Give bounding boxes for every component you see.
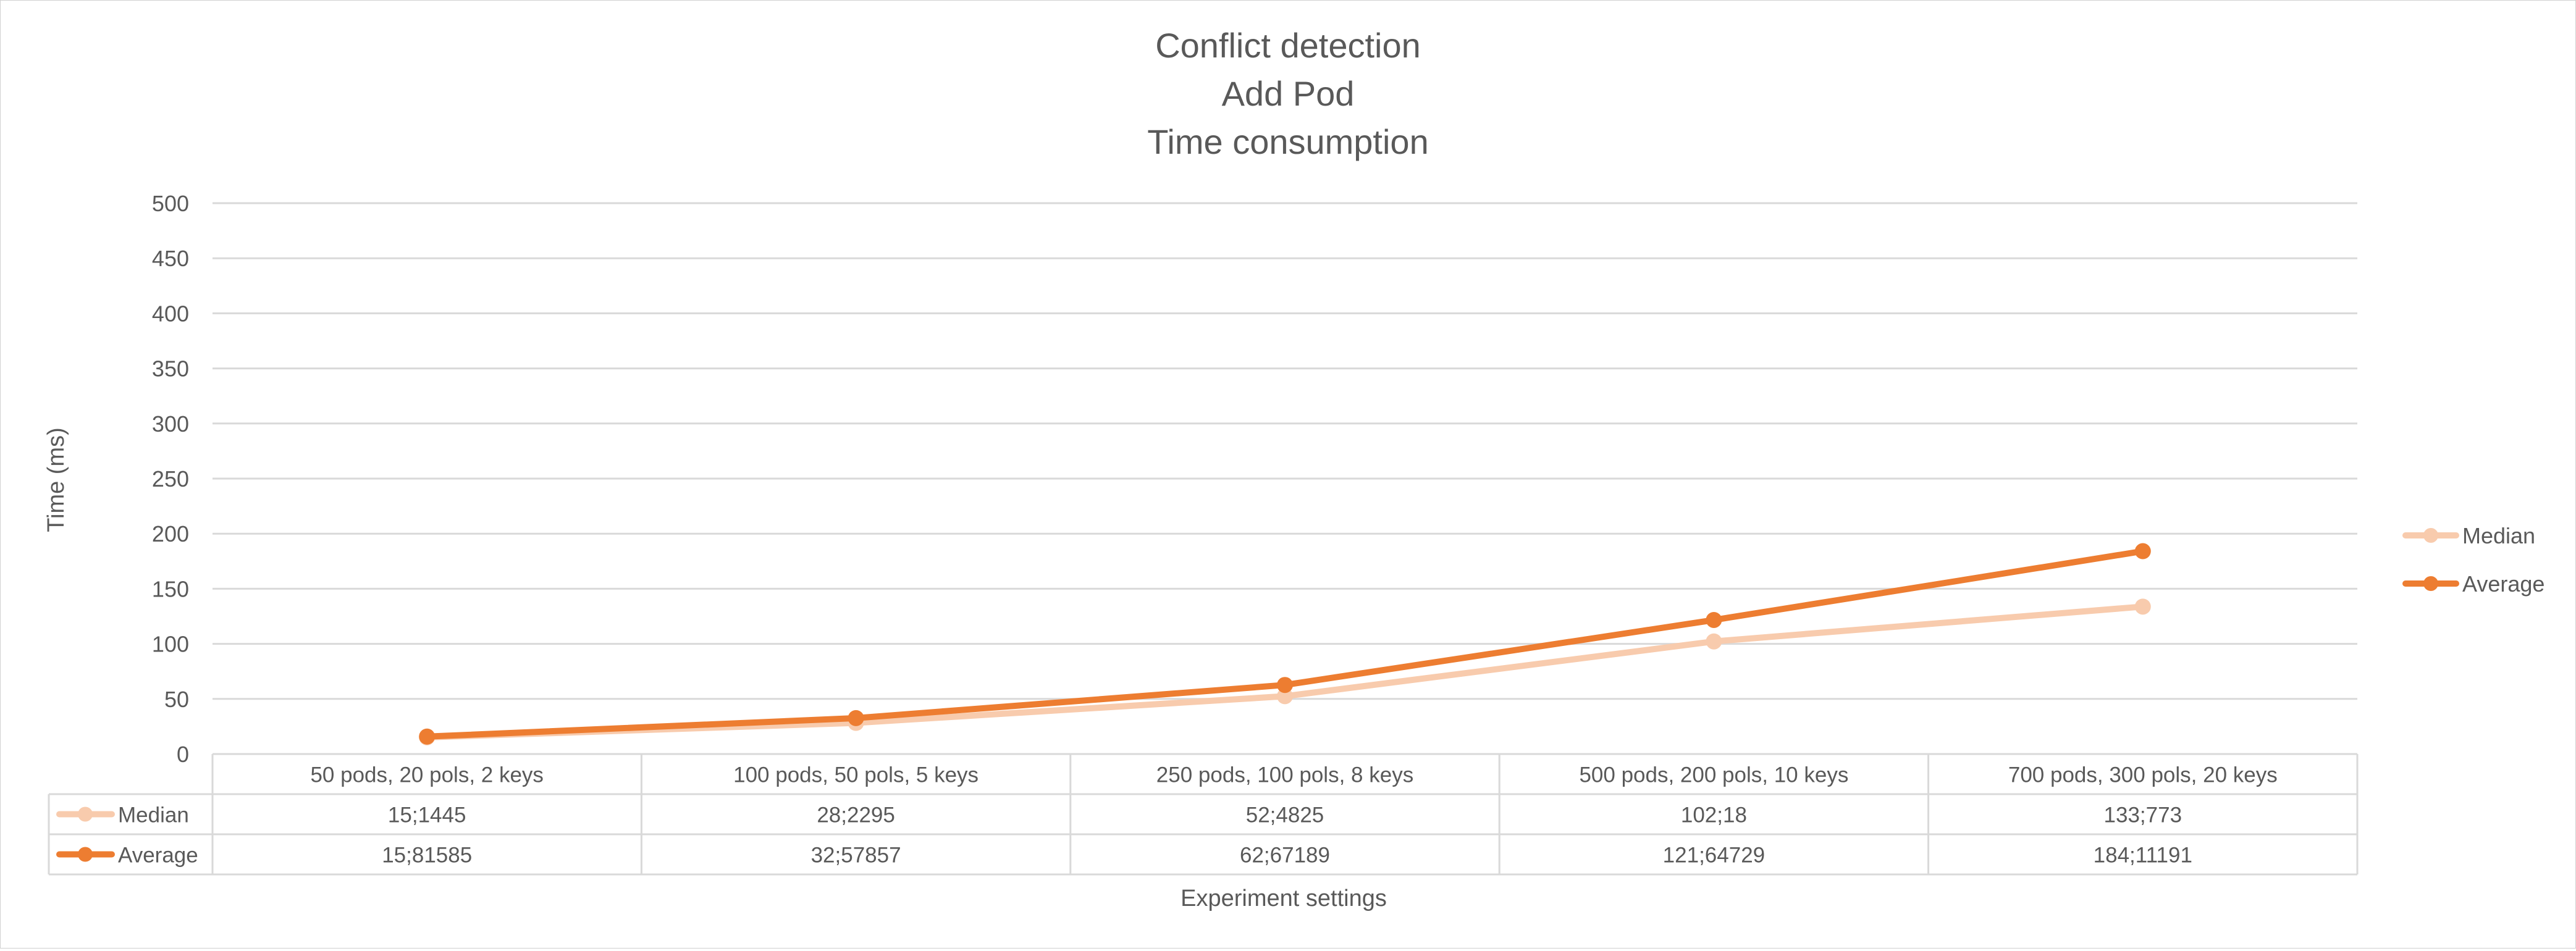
y-tick-label: 0 [177, 742, 189, 767]
data-point-average [1277, 677, 1293, 693]
x-axis-label: Experiment settings [1181, 886, 1387, 911]
x-tick-label: 100 pods, 50 pols, 5 keys [733, 763, 979, 787]
y-tick-label: 50 [164, 687, 189, 712]
data-label: 102;18 [1681, 803, 1747, 827]
legend-entry: Median [2462, 523, 2535, 548]
y-tick-label: 150 [152, 576, 189, 601]
y-tick-label: 500 [152, 191, 189, 216]
data-label: 15;81585 [382, 844, 472, 868]
table-series-name: Average [118, 844, 198, 868]
data-label: 32;57857 [811, 844, 901, 868]
y-tick-label: 400 [152, 301, 189, 326]
y-tick-label: 350 [152, 356, 189, 382]
data-point-median [1706, 633, 1722, 650]
chart-title-line: Add Pod [1222, 74, 1355, 113]
chart-title-line: Time consumption [1147, 122, 1428, 161]
data-label: 28;2295 [817, 803, 895, 827]
gridlines [213, 202, 2357, 700]
data-point-average [1706, 611, 1722, 628]
x-tick-label: 700 pods, 300 pols, 20 keys [2008, 763, 2278, 787]
series-lines [419, 543, 2151, 745]
data-label: 62;67189 [1240, 844, 1330, 868]
data-table: 50 pods, 20 pols, 2 keys 100 pods, 50 pol… [48, 753, 2359, 876]
data-label: 121;64729 [1663, 844, 1765, 868]
table-series-name: Median [118, 803, 189, 827]
legend-entry: Average [2462, 571, 2544, 597]
x-tick-label: 50 pods, 20 pols, 2 keys [310, 763, 543, 787]
y-tick-label: 200 [152, 521, 189, 547]
table-legend-key-marker [78, 806, 93, 822]
y-tick-label: 100 [152, 632, 189, 657]
x-tick-label: 500 pods, 200 pols, 10 keys [1579, 763, 1848, 787]
y-axis-ticks: 0 50 100 150 200 250 300 350 400 450 500 [152, 191, 189, 767]
data-point-average [848, 710, 864, 726]
chart-title: Conflict detection Add Pod Time consumptio… [1147, 26, 1428, 161]
legend-key-marker [2423, 528, 2438, 543]
legend: Median Average [2402, 523, 2544, 597]
series-line-median [424, 603, 2146, 740]
data-point-median [2134, 598, 2151, 615]
data-label: 133;773 [2104, 803, 2182, 827]
data-label: 15;1445 [388, 803, 466, 827]
data-label: 184;11191 [2094, 844, 2192, 868]
data-point-average [2134, 543, 2151, 559]
y-tick-label: 450 [152, 246, 189, 271]
table-legend-key-marker [78, 847, 93, 862]
y-tick-label: 250 [152, 466, 189, 492]
x-tick-label: 250 pods, 100 pols, 8 keys [1156, 763, 1413, 787]
y-tick-label: 300 [152, 411, 189, 437]
chart-title-line: Conflict detection [1155, 26, 1421, 65]
y-axis-label: Time (ms) [43, 427, 69, 532]
legend-key-marker [2423, 576, 2438, 591]
data-point-median [1277, 688, 1293, 705]
data-point-average [419, 728, 436, 745]
data-label: 52;4825 [1246, 803, 1324, 827]
